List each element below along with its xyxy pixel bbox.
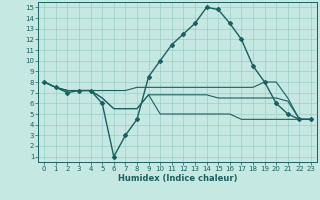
X-axis label: Humidex (Indice chaleur): Humidex (Indice chaleur) (118, 174, 237, 183)
